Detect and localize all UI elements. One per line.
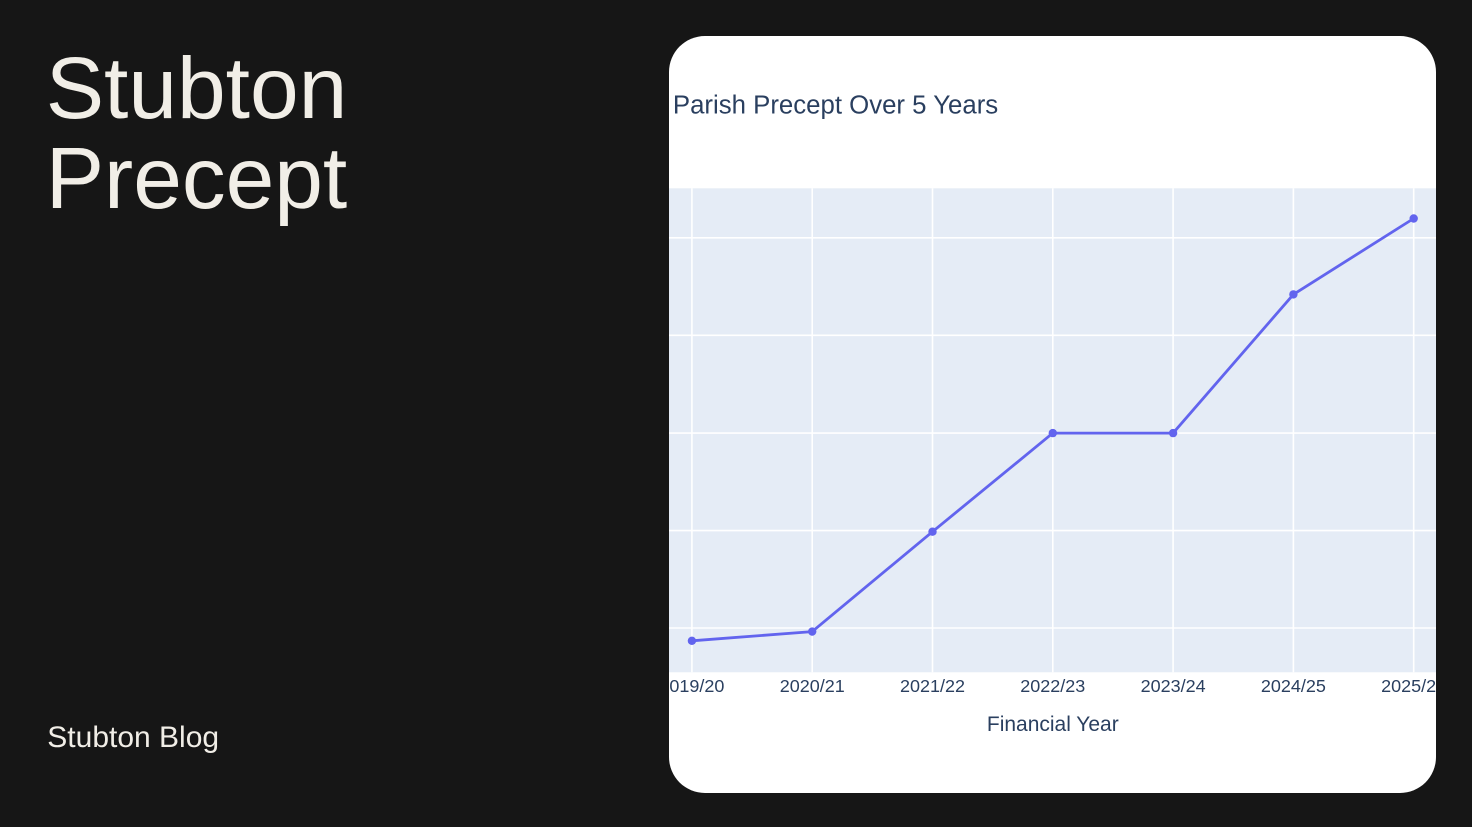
svg-text:Parish Precept Over 5 Years: Parish Precept Over 5 Years <box>672 91 997 119</box>
svg-text:2022/23: 2022/23 <box>1020 676 1085 696</box>
svg-text:2019/20: 2019/20 <box>669 676 724 696</box>
svg-text:Financial Year: Financial Year <box>986 712 1118 735</box>
svg-text:2023/24: 2023/24 <box>1140 676 1205 696</box>
svg-text:2020/21: 2020/21 <box>779 676 844 696</box>
svg-text:2021/22: 2021/22 <box>900 676 965 696</box>
svg-text:2025/26: 2025/26 <box>1381 676 1437 696</box>
svg-text:2024/25: 2024/25 <box>1260 676 1325 696</box>
